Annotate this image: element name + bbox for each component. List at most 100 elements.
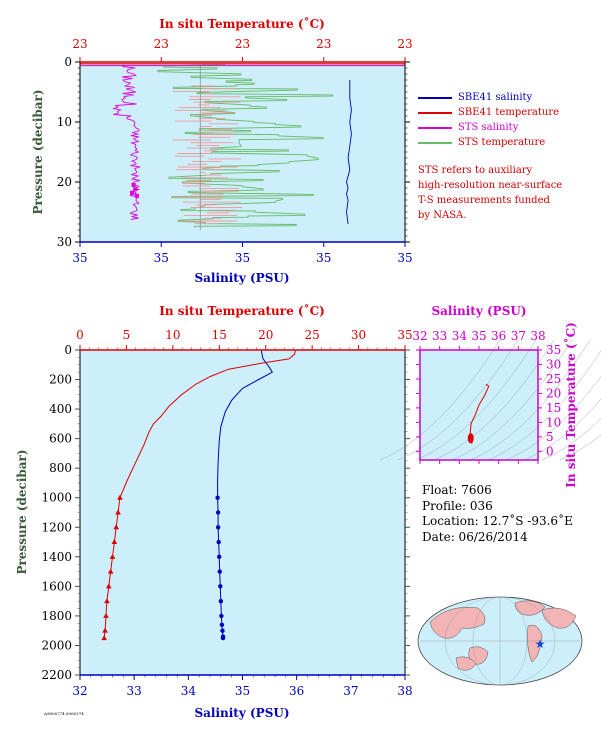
date: Date: 06/26/2014 bbox=[422, 529, 528, 544]
top-axes-group: 23 23 23 23 23 35 35 35 35 35 0 10 20 30 bbox=[57, 37, 413, 265]
ts-temp-tick-label: 25 bbox=[546, 372, 561, 386]
ts-sal-tick-label: 38 bbox=[530, 329, 545, 343]
ts-density-contour bbox=[433, 339, 555, 461]
ts-density-contours bbox=[379, 339, 601, 461]
legend-swatch bbox=[418, 96, 452, 99]
bottom-salinity-point bbox=[217, 569, 222, 574]
figure-stamp: A9806774 6960374 bbox=[44, 711, 84, 716]
bottom-p-tick-label: 1600 bbox=[41, 579, 72, 593]
bottom-sal-tick-label: 32 bbox=[72, 684, 87, 698]
note-line: STS refers to auxiliary bbox=[418, 165, 533, 176]
bottom-panel: 0 5 10 15 20 25 30 35 32 33 34 35 36 37 38 0 200 400 600 80… bbox=[15, 303, 413, 720]
ts-series-group bbox=[467, 383, 490, 444]
bottom-p-tick-label: 0 bbox=[64, 343, 72, 357]
bottom-sal-tick-label: 37 bbox=[343, 684, 358, 698]
bottom-salinity-line bbox=[217, 350, 273, 639]
bottom-salinity-point bbox=[218, 584, 223, 589]
legend-item-sts-salinity: STS salinity bbox=[418, 120, 559, 135]
bottom-series-group bbox=[101, 350, 296, 641]
float-info: Float: 7606 Profile: 036 Location: 12.7˚… bbox=[422, 483, 573, 545]
bottom-sal-tick-label: 35 bbox=[235, 684, 250, 698]
bottom-sal-label: Salinity (PSU) bbox=[194, 706, 289, 720]
bottom-sal-tick-label: 38 bbox=[397, 684, 412, 698]
bottom-salinity-point bbox=[218, 598, 224, 604]
bottom-salinity-point bbox=[216, 539, 221, 545]
ts-temp-tick-label: 0 bbox=[546, 444, 554, 458]
float-id: Float: 7606 bbox=[422, 483, 492, 497]
bottom-p-tick-label: 1000 bbox=[41, 491, 72, 505]
bottom-temp-tick-label: 20 bbox=[258, 328, 273, 342]
ts-deep-cluster bbox=[467, 433, 474, 444]
legend-label: SBE41 salinity bbox=[458, 92, 533, 103]
legend-item-sbe41-temperature: SBE41 temperature bbox=[418, 105, 559, 120]
bottom-salinity-point bbox=[217, 554, 222, 560]
ts-temp-label: In situ Temperature (˚C) bbox=[563, 322, 578, 488]
top-p-tick-label: 10 bbox=[57, 115, 72, 129]
top-sbe41-temperature-steps bbox=[171, 85, 243, 225]
bottom-sal-tick-label: 33 bbox=[127, 684, 142, 698]
top-temp-title: In situ Temperature (˚C) bbox=[159, 16, 325, 31]
bottom-temp-tick-label: 10 bbox=[165, 328, 180, 342]
bottom-salinity-point bbox=[219, 622, 225, 627]
ts-density-contour bbox=[451, 339, 573, 461]
legend: SBE41 salinity SBE41 temperature STS sal… bbox=[418, 90, 559, 150]
ts-density-contour bbox=[505, 376, 601, 461]
bottom-salinity-point bbox=[220, 635, 226, 641]
ts-density-contour bbox=[469, 339, 591, 461]
bottom-temperature-point bbox=[117, 494, 123, 500]
ts-density-contour bbox=[487, 350, 601, 461]
ts-temp-tick-label: 30 bbox=[546, 357, 561, 371]
bottom-temp-tick-label: 5 bbox=[123, 328, 131, 342]
bottom-temperature-point bbox=[115, 509, 121, 515]
bottom-salinity-point bbox=[219, 613, 224, 619]
bottom-temperature-point bbox=[101, 635, 107, 641]
bottom-p-tick-label: 1200 bbox=[41, 520, 72, 534]
top-sts-salinity-line bbox=[112, 64, 141, 220]
float-location-marker: ★ bbox=[535, 637, 546, 651]
bottom-temperature-point bbox=[103, 612, 109, 618]
bottom-temp-tick-label: 35 bbox=[397, 328, 412, 342]
legend-item-sts-temperature: STS temperature bbox=[418, 135, 559, 150]
bottom-sal-tick-label: 36 bbox=[289, 684, 304, 698]
bottom-pressure-label: Pressure (decibar) bbox=[15, 449, 29, 574]
ts-sal-title: Salinity (PSU) bbox=[431, 304, 526, 318]
bottom-p-tick-label: 2000 bbox=[41, 638, 72, 652]
bottom-p-tick-label: 2200 bbox=[41, 668, 72, 682]
legend-label: STS temperature bbox=[458, 137, 546, 148]
top-sts-salinity-marker bbox=[130, 190, 134, 195]
bottom-p-tick-label: 200 bbox=[49, 373, 72, 387]
ts-density-contour bbox=[379, 339, 501, 461]
bottom-temperature-point bbox=[104, 598, 110, 604]
top-sal-tick-label: 35 bbox=[72, 251, 87, 265]
legend-label: STS salinity bbox=[458, 122, 519, 133]
ts-sal-tick-label: 35 bbox=[471, 329, 486, 343]
top-temp-tick-label: 23 bbox=[235, 37, 250, 51]
top-sal-tick-label: 35 bbox=[316, 251, 331, 265]
ts-density-contour bbox=[397, 339, 519, 461]
top-sts-salinity-marker bbox=[133, 187, 138, 192]
map-grid bbox=[420, 596, 580, 686]
legend-item-sbe41-salinity: SBE41 salinity bbox=[418, 90, 559, 105]
bottom-plot-area bbox=[80, 350, 405, 675]
bottom-p-tick-label: 800 bbox=[49, 461, 72, 475]
ts-temp-tick-label: 5 bbox=[546, 430, 554, 444]
bottom-p-tick-label: 600 bbox=[49, 432, 72, 446]
legend-label: SBE41 temperature bbox=[458, 107, 560, 118]
world-map: ★ bbox=[417, 596, 583, 686]
top-p-tick-label: 20 bbox=[57, 175, 72, 189]
legend-swatch bbox=[418, 141, 452, 144]
top-sal-tick-label: 35 bbox=[235, 251, 250, 265]
bottom-temp-tick-label: 30 bbox=[351, 328, 366, 342]
ts-temp-tick-label: 20 bbox=[546, 386, 561, 400]
ts-density-contour bbox=[541, 418, 601, 461]
profile-number: Profile: 036 bbox=[422, 498, 493, 513]
ts-density-contour bbox=[415, 339, 537, 461]
bottom-temperature-point bbox=[105, 583, 112, 589]
bottom-temp-title: In situ Temperature (˚C) bbox=[159, 303, 325, 318]
top-sts-salinity-marker bbox=[134, 193, 139, 198]
ts-sal-tick-label: 34 bbox=[452, 329, 468, 343]
legend-swatch bbox=[418, 111, 452, 114]
top-p-tick-label: 0 bbox=[64, 55, 72, 69]
ts-sal-tick-label: 33 bbox=[432, 329, 447, 343]
